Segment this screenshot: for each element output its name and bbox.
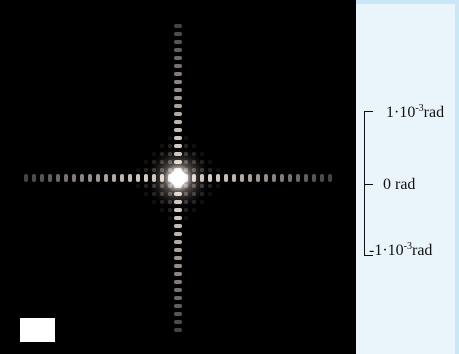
horizontal-order-dot: [24, 174, 28, 182]
vertical-order-dot: [174, 216, 182, 220]
horizontal-order-dot: [72, 174, 76, 182]
horizontal-order-dot: [232, 174, 236, 182]
side-lobe-dot: [208, 192, 212, 196]
vertical-order-dot: [174, 232, 182, 236]
vertical-order-dot: [174, 128, 182, 132]
vertical-order-dot: [174, 264, 182, 268]
horizontal-order-dot: [272, 174, 276, 182]
vertical-order-dot: [174, 240, 182, 244]
vertical-order-dot: [174, 24, 182, 28]
tick-label-middle-text: 0 rad: [383, 176, 416, 193]
side-lobe-dot: [144, 160, 148, 164]
side-lobe-dot: [192, 208, 196, 212]
axis-line-top-horizontal: [364, 111, 373, 112]
horizontal-order-dot: [88, 174, 92, 182]
side-lobe-dot: [216, 184, 220, 188]
vertical-order-dot: [174, 248, 182, 252]
horizontal-order-dot: [216, 174, 220, 182]
tick-label-top-prefix: 1·10: [386, 104, 416, 121]
vertical-order-dot: [174, 112, 182, 116]
vertical-order-dot: [174, 320, 182, 324]
side-lobe-dot: [184, 216, 188, 220]
horizontal-order-dot: [224, 174, 228, 182]
side-lobe-dot: [160, 144, 164, 148]
vertical-order-dot: [174, 312, 182, 316]
horizontal-order-dot: [56, 174, 60, 182]
vertical-order-dot: [174, 64, 182, 68]
white-marker: [20, 318, 55, 342]
side-lobe-dot: [216, 168, 220, 172]
horizontal-order-dot: [40, 174, 44, 182]
side-lobe-dot: [136, 168, 140, 172]
vertical-order-dot: [174, 304, 182, 308]
horizontal-order-dot: [320, 174, 324, 182]
vertical-order-dot: [174, 288, 182, 292]
tick-label-bottom-exponent: -3: [403, 241, 412, 252]
side-lobe-dot: [168, 136, 172, 140]
rad-axis: 1·10-3rad 0 rad -1·10-3rad: [356, 0, 459, 354]
vertical-order-dot: [174, 72, 182, 76]
horizontal-order-dot: [312, 174, 316, 182]
vertical-order-dot: [174, 256, 182, 260]
tick-label-top-exponent: -3: [415, 103, 424, 114]
tick-label-top-suffix: rad: [423, 104, 445, 121]
horizontal-order-dot: [32, 174, 36, 182]
side-lobe-dot: [192, 144, 196, 148]
side-lobe-dot: [208, 160, 212, 164]
vertical-order-dot: [174, 104, 182, 108]
side-lobe-dot: [136, 184, 140, 188]
horizontal-order-dot: [136, 174, 140, 182]
tick-label-bottom: -1·10-3rad: [369, 242, 432, 259]
vertical-order-dot: [174, 40, 182, 44]
horizontal-order-dot: [104, 174, 108, 182]
horizontal-order-dot: [96, 174, 100, 182]
central-peak: [170, 170, 186, 186]
vertical-order-dot: [174, 296, 182, 300]
axis-line-bottom-horizontal: [364, 255, 373, 256]
tick-label-bottom-suffix: rad: [412, 242, 433, 259]
horizontal-order-dot: [128, 174, 132, 182]
vertical-order-dot: [174, 272, 182, 276]
tick-label-bottom-prefix: -1·10: [369, 242, 404, 259]
horizontal-order-dot: [288, 174, 292, 182]
vertical-order-dot: [174, 48, 182, 52]
side-lobe-dot: [168, 216, 172, 220]
horizontal-order-dot: [328, 174, 332, 182]
vertical-order-dot: [174, 32, 182, 36]
pattern-layer: [24, 24, 332, 332]
vertical-order-dot: [174, 120, 182, 124]
diffraction-image: [0, 0, 356, 354]
vertical-order-dot: [174, 96, 182, 100]
horizontal-order-dot: [80, 174, 84, 182]
right-band: [455, 0, 459, 354]
horizontal-order-dot: [256, 174, 260, 182]
horizontal-order-dot: [304, 174, 308, 182]
horizontal-order-dot: [264, 174, 268, 182]
axis-line-vertical: [364, 111, 365, 256]
horizontal-order-dot: [248, 174, 252, 182]
vertical-order-dot: [174, 224, 182, 228]
side-lobe-dot: [144, 192, 148, 196]
horizontal-order-dot: [240, 174, 244, 182]
horizontal-order-dot: [280, 174, 284, 182]
vertical-order-dot: [174, 280, 182, 284]
diffraction-svg: [0, 0, 356, 354]
side-lobe-dot: [184, 136, 188, 140]
horizontal-order-dot: [296, 174, 300, 182]
horizontal-order-dot: [120, 174, 124, 182]
vertical-order-dot: [174, 88, 182, 92]
horizontal-order-dot: [48, 174, 52, 182]
vertical-order-dot: [174, 56, 182, 60]
horizontal-order-dot: [64, 174, 68, 182]
vertical-order-dot: [174, 136, 182, 140]
vertical-order-dot: [174, 328, 182, 332]
tick-label-middle: 0 rad: [383, 177, 415, 193]
horizontal-order-dot: [112, 174, 116, 182]
tick-label-top: 1·10-3rad: [386, 104, 444, 121]
axis-line-middle-horizontal: [364, 184, 373, 185]
side-lobe-dot: [160, 208, 164, 212]
vertical-order-dot: [174, 80, 182, 84]
